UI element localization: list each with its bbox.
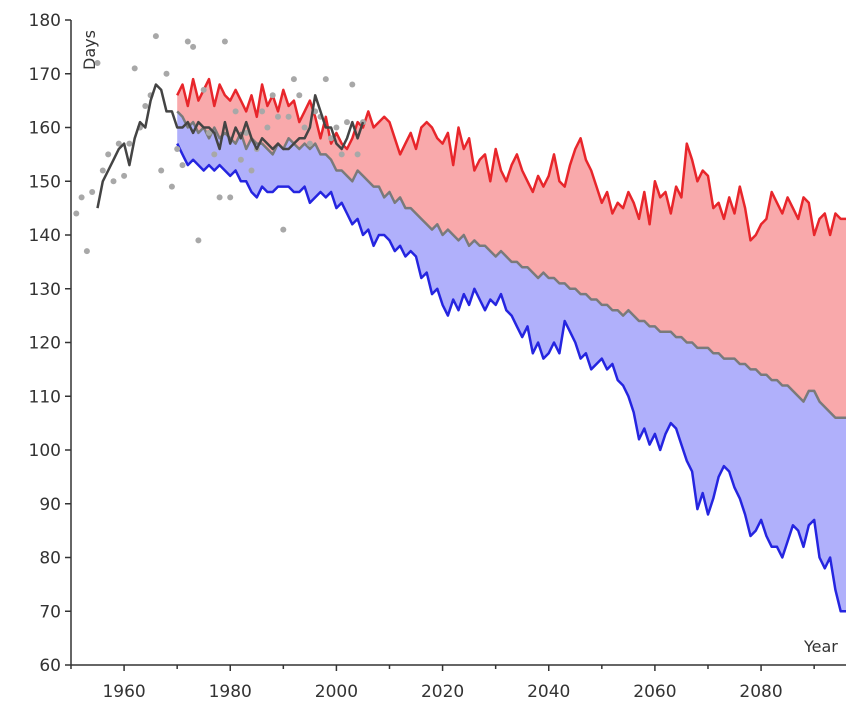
observed-points xyxy=(73,33,366,255)
observed-point xyxy=(126,140,133,147)
y-axis-ticks: 60 70 80 90 100 110 120 130 140 150 160 170 180 xyxy=(29,11,71,676)
observed-point xyxy=(115,140,122,147)
observed-point xyxy=(168,183,175,190)
y-tick-label: 100 xyxy=(29,441,61,461)
observed-point xyxy=(73,210,80,217)
observed-point xyxy=(158,167,165,174)
observed-point xyxy=(301,124,308,131)
observed-point xyxy=(94,60,101,66)
observed-point xyxy=(105,151,112,158)
observed-point xyxy=(290,76,297,83)
observed-point xyxy=(349,81,356,88)
observed-point xyxy=(216,194,223,201)
observed-point xyxy=(264,124,271,131)
x-tick-label: 2080 xyxy=(739,682,782,702)
observed-point xyxy=(344,119,350,126)
observed-point xyxy=(248,167,255,174)
observed-point xyxy=(354,151,361,158)
observed-point xyxy=(328,135,335,142)
y-tick-label: 160 xyxy=(29,119,61,139)
y-tick-label: 60 xyxy=(39,656,61,676)
x-tick-label: 2020 xyxy=(421,682,464,702)
y-tick-label: 130 xyxy=(29,280,61,300)
y-tick-label: 90 xyxy=(39,495,61,515)
y-tick-label: 70 xyxy=(39,602,61,622)
observed-point xyxy=(174,146,181,152)
y-axis-title: Days xyxy=(80,30,99,70)
observed-point xyxy=(78,194,85,201)
y-tick-label: 140 xyxy=(29,226,61,246)
x-tick-label: 1980 xyxy=(209,682,252,702)
observed-point xyxy=(232,108,239,115)
x-axis-ticks: 1960 1980 2000 2020 2040 2060 2080 xyxy=(70,665,815,702)
observed-point xyxy=(121,172,128,179)
observed-point xyxy=(259,108,266,115)
observed-point xyxy=(83,248,90,255)
y-tick-label: 110 xyxy=(29,387,61,407)
observed-point xyxy=(221,38,228,45)
observed-point xyxy=(131,65,138,72)
lower-band-fill xyxy=(177,111,846,612)
observed-point xyxy=(200,86,207,93)
observed-point xyxy=(195,237,202,244)
observed-point xyxy=(99,167,106,174)
observed-point xyxy=(296,92,303,99)
observed-point xyxy=(179,162,186,169)
x-tick-label: 1960 xyxy=(102,682,145,702)
x-tick-label: 2060 xyxy=(633,682,676,702)
observed-point xyxy=(211,151,218,158)
y-tick-label: 80 xyxy=(39,549,61,569)
x-axis-title: Year xyxy=(803,637,838,656)
median-series-line xyxy=(176,110,846,420)
upper-series-line xyxy=(176,77,846,242)
y-tick-label: 150 xyxy=(29,172,61,192)
observed-point xyxy=(306,140,313,147)
observed-point xyxy=(110,178,117,185)
x-tick-label: 2040 xyxy=(527,682,570,702)
observed-point xyxy=(89,189,96,195)
y-tick-label: 120 xyxy=(29,334,61,354)
observed-series-line xyxy=(96,83,365,209)
observed-point xyxy=(322,76,329,83)
y-tick-label: 180 xyxy=(29,11,61,31)
observed-point xyxy=(285,113,292,120)
observed-point xyxy=(142,103,149,109)
x-tick-label: 2000 xyxy=(315,682,358,702)
lower-series-line xyxy=(176,143,846,613)
observed-point xyxy=(237,156,244,163)
observed-point xyxy=(338,151,345,158)
observed-point xyxy=(333,124,340,131)
observed-point xyxy=(184,38,191,45)
observed-point xyxy=(243,129,250,136)
observed-point xyxy=(275,113,281,120)
upper-band-fill xyxy=(177,79,846,418)
observed-point xyxy=(269,92,276,99)
observed-point xyxy=(206,129,212,136)
observed-point xyxy=(227,194,234,201)
observed-point xyxy=(190,43,197,50)
observed-point xyxy=(163,70,170,77)
observed-point xyxy=(152,33,159,40)
y-tick-label: 170 xyxy=(29,65,61,85)
observed-point xyxy=(280,226,287,233)
